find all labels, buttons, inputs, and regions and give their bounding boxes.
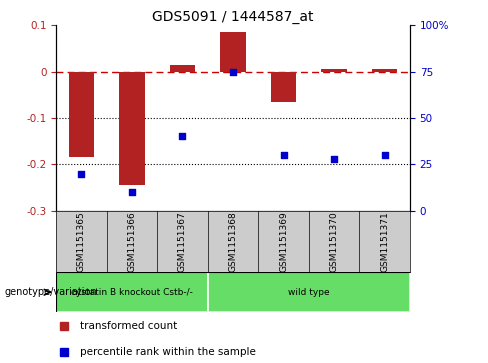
- Text: GSM1151370: GSM1151370: [329, 211, 339, 272]
- Text: GSM1151366: GSM1151366: [127, 211, 137, 272]
- Text: GSM1151371: GSM1151371: [380, 211, 389, 272]
- Text: transformed count: transformed count: [80, 321, 177, 331]
- Bar: [322, 69, 347, 72]
- Point: [78, 171, 85, 176]
- Bar: [119, 72, 144, 185]
- Point: [179, 134, 186, 139]
- Bar: [221, 32, 245, 72]
- Text: wild type: wild type: [288, 288, 330, 297]
- Text: GSM1151368: GSM1151368: [228, 211, 238, 272]
- Point: [229, 69, 237, 75]
- Bar: [271, 72, 296, 102]
- Point: [280, 152, 287, 158]
- Bar: [56, 272, 208, 312]
- Bar: [170, 65, 195, 72]
- Text: percentile rank within the sample: percentile rank within the sample: [80, 347, 255, 357]
- Point: [381, 152, 388, 158]
- Text: GSM1151369: GSM1151369: [279, 211, 288, 272]
- Bar: [208, 272, 410, 312]
- Point: [330, 156, 338, 162]
- Bar: [372, 69, 397, 72]
- Text: cystatin B knockout Cstb-/-: cystatin B knockout Cstb-/-: [71, 288, 193, 297]
- Title: GDS5091 / 1444587_at: GDS5091 / 1444587_at: [152, 11, 314, 24]
- Text: GSM1151365: GSM1151365: [77, 211, 86, 272]
- Text: GSM1151367: GSM1151367: [178, 211, 187, 272]
- Point: [128, 189, 136, 195]
- Bar: [69, 72, 94, 157]
- Text: genotype/variation: genotype/variation: [5, 287, 98, 297]
